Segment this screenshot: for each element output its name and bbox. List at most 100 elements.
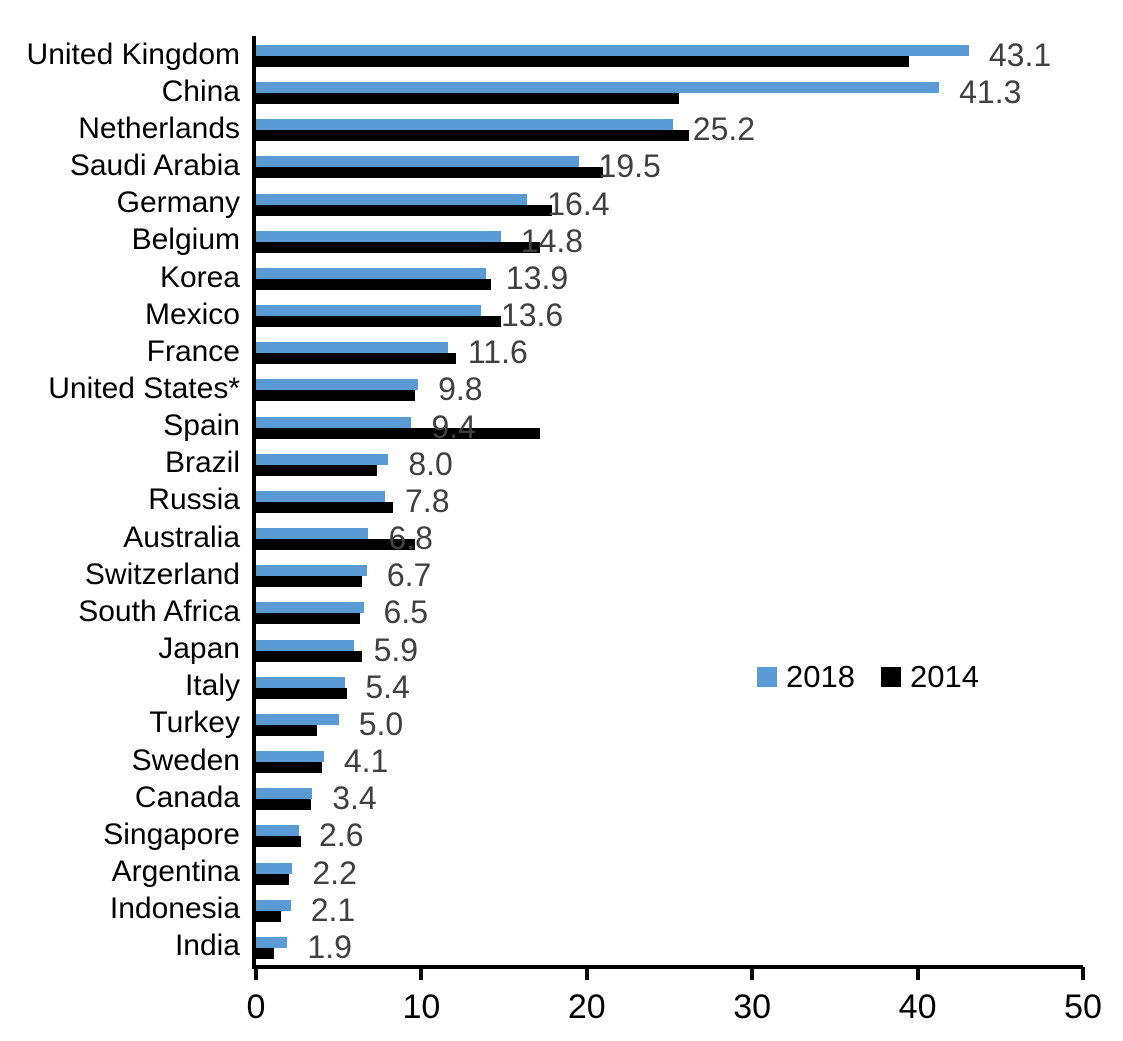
x-tick (254, 967, 258, 980)
bar-2014 (256, 650, 362, 662)
legend: 2018 2014 (757, 659, 1005, 695)
category-axis-labels: United Kingdom China Netherlands Saudi Arab… (0, 36, 240, 965)
bar-2018 (256, 193, 528, 205)
bar-2018 (256, 936, 288, 948)
bar-2018 (256, 156, 579, 168)
bar-2014 (256, 278, 491, 290)
bar-2014 (256, 130, 690, 142)
category-label: Australia (123, 520, 240, 554)
bar-2014 (256, 501, 394, 513)
bar-2014 (256, 910, 281, 922)
data-label: 43.1 (988, 37, 1052, 73)
x-tick-label: 40 (898, 988, 937, 1026)
bar-2018 (256, 416, 412, 428)
category-label: Mexico (144, 297, 240, 331)
category-label: Brazil (164, 446, 240, 480)
bar-2014 (256, 799, 311, 811)
bar-2014 (256, 204, 553, 216)
category-label: Belgium (131, 223, 240, 257)
x-tick (419, 967, 424, 980)
bar-2018 (256, 825, 299, 837)
data-label: 25.2 (692, 111, 756, 148)
bar-2018 (256, 788, 313, 800)
category-label: Singapore (103, 817, 240, 851)
data-label: 4.1 (343, 743, 389, 780)
data-label: 5.9 (373, 631, 419, 668)
bar-2018 (256, 565, 367, 577)
x-tick-label: 50 (1064, 988, 1102, 1026)
data-label: 9.4 (431, 408, 476, 445)
x-tick (584, 967, 589, 980)
data-label: 13.9 (505, 259, 569, 296)
legend-item-2018: 2018 (757, 659, 855, 695)
x-tick-label: 0 (246, 988, 266, 1026)
bar-2018 (256, 119, 673, 131)
bar-2018 (256, 639, 354, 651)
category-label: India (174, 929, 240, 963)
bar-2018 (256, 45, 969, 56)
category-label: Saudi Arabia (69, 149, 240, 183)
bar-2014 (256, 353, 457, 365)
category-label: France (146, 334, 240, 368)
category-label: Switzerland (84, 557, 240, 591)
legend-label-2014: 2014 (909, 659, 979, 694)
data-label: 41.3 (959, 74, 1022, 111)
bar-2018 (256, 862, 293, 874)
legend-swatch-2014-icon (880, 667, 901, 687)
bar-2014 (256, 947, 275, 959)
bar-2014 (256, 316, 501, 328)
x-tick (750, 967, 755, 980)
bar-2018 (256, 82, 940, 94)
legend-label-2018: 2018 (786, 659, 855, 694)
data-label: 6.8 (388, 520, 433, 557)
data-label: 2.2 (312, 854, 357, 891)
legend-swatch-2018-icon (757, 667, 777, 687)
bar-2014 (256, 724, 318, 736)
bar-2018 (256, 751, 324, 763)
bar-2014 (256, 836, 301, 848)
bar-2014 (256, 873, 290, 885)
plot-area: 43.1 41.3 25.2 19.5 16.4 14.8 13.9 13.6 11.6 9.8 9… (252, 36, 1083, 969)
data-label: 3.4 (332, 780, 377, 817)
bar-2018 (256, 230, 501, 242)
data-label: 7.8 (405, 482, 450, 519)
x-tick-label: 10 (402, 988, 441, 1026)
bar-2018 (256, 528, 369, 540)
bar-2014 (256, 687, 347, 699)
bar-2014 (256, 167, 604, 179)
bar-2018 (256, 676, 346, 688)
category-label: Russia (148, 483, 240, 517)
category-label: Italy (184, 669, 240, 703)
data-label: 11.6 (467, 334, 528, 371)
data-label: 6.7 (386, 557, 432, 594)
bar-2018 (256, 379, 419, 391)
x-tick-label: 30 (733, 988, 772, 1026)
data-label: 16.4 (547, 185, 610, 222)
x-tick-label: 20 (567, 988, 606, 1026)
data-label: 19.5 (598, 148, 661, 185)
data-label: 1.9 (307, 928, 352, 965)
bar-2014 (256, 93, 680, 105)
bar-2018 (256, 267, 486, 279)
legend-item-2014: 2014 (880, 659, 979, 695)
category-label: Spain (163, 409, 240, 443)
category-label: Indonesia (109, 892, 240, 926)
bar-2018 (256, 713, 339, 725)
category-label: Argentina (111, 855, 240, 889)
category-label: Sweden (131, 743, 240, 777)
bar-2014 (256, 241, 541, 253)
x-tick (1081, 967, 1085, 980)
data-label: 9.8 (438, 371, 483, 408)
bar-2014 (256, 56, 910, 67)
bar-2014 (256, 427, 541, 439)
category-label: Germany (116, 186, 240, 220)
bar-2014 (256, 762, 323, 774)
bar-2014 (256, 464, 377, 476)
bar-2018 (256, 305, 481, 317)
data-label: 6.5 (383, 594, 428, 631)
data-label: 13.6 (500, 297, 564, 334)
bar-2018 (256, 453, 389, 465)
category-label: Canada (134, 780, 240, 814)
category-label: Japan (158, 632, 240, 666)
